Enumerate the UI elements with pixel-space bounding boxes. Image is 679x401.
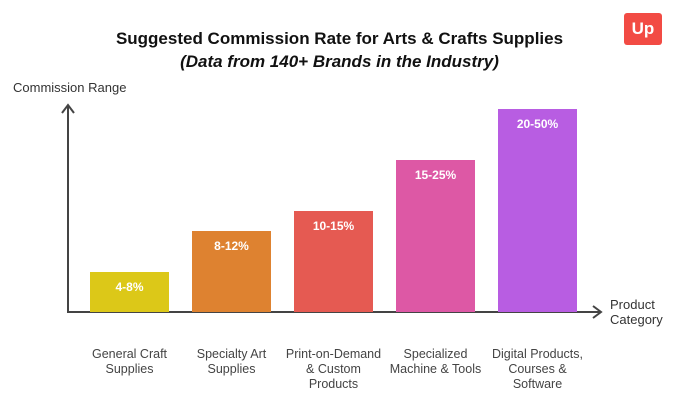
category-label: Specialized Machine & Tools [389,347,482,376]
chart-title: Suggested Commission Rate for Arts & Cra… [115,29,564,48]
data-label: 20-50% [517,117,559,131]
data-label: 4-8% [115,280,143,294]
bar [294,211,373,312]
x-axis-arrow-icon [592,305,603,319]
bar [396,160,475,312]
category-label: Print-on-Demand & Custom Products [285,347,382,391]
bar [498,109,577,312]
data-label: 8-12% [214,239,249,253]
chart-subtitle: (Data from 140+ Brands in the Industry) [180,52,499,71]
y-axis-label: Commission Range [13,80,127,95]
logo-text: Up [631,19,655,38]
x-axis-label: Product Category [610,297,663,327]
brand-logo: Up [624,13,662,45]
category-label: Digital Products, Courses & Software [491,347,583,391]
data-label: 15-25% [415,168,457,182]
data-label: 10-15% [313,219,355,233]
category-label: Specialty Art Supplies [196,347,267,376]
bar [90,272,169,312]
category-label: General Craft Supplies [91,347,168,376]
y-axis-arrow-icon [61,103,75,114]
bar [192,231,271,312]
